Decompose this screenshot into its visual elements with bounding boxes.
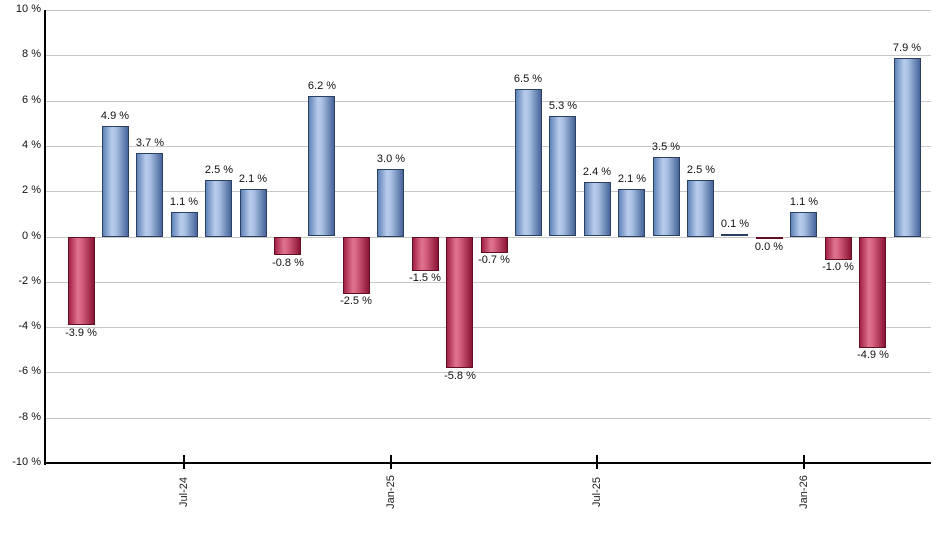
x-tick-mark (803, 455, 805, 469)
bar (894, 58, 921, 237)
bar-value-label: 1.1 % (789, 196, 819, 208)
y-tick-label: 6 % (22, 94, 41, 106)
y-axis-line (44, 10, 46, 465)
x-tick-label: Jan-26 (798, 475, 810, 509)
bar (171, 212, 198, 237)
bar-value-label: 3.0 % (376, 153, 406, 165)
x-tick-label: Jan-25 (385, 475, 397, 509)
bar (653, 157, 680, 236)
bar (412, 237, 439, 271)
bar (68, 237, 95, 325)
bar (618, 189, 645, 237)
y-tick-label: -10 % (12, 456, 41, 468)
x-tick-label: Jul-25 (591, 477, 603, 507)
bar-value-label: 2.1 % (617, 173, 647, 185)
bar-value-label: -4.9 % (857, 349, 889, 361)
gridline (46, 55, 931, 56)
gridline (46, 282, 931, 283)
bar-value-label: -3.9 % (65, 327, 97, 339)
bar-value-label: 0.0 % (754, 241, 784, 253)
bar (240, 189, 267, 237)
gridline (46, 372, 931, 373)
y-tick-label: -8 % (18, 411, 41, 423)
bar-value-label: -5.8 % (444, 370, 476, 382)
gridline (46, 418, 931, 419)
bar (481, 237, 508, 253)
y-tick-label: 0 % (22, 230, 41, 242)
gridline (46, 327, 931, 328)
gridline (46, 191, 931, 192)
x-tick-label: Jul-24 (178, 477, 190, 507)
bar-value-label: 3.7 % (135, 137, 165, 149)
bar (343, 237, 370, 294)
bar-value-label: -1.0 % (822, 261, 854, 273)
bar (102, 126, 129, 237)
y-tick-label: 2 % (22, 184, 41, 196)
bar (274, 237, 301, 255)
bar-value-label: 6.2 % (307, 80, 337, 92)
x-tick-mark (183, 455, 185, 469)
y-tick-label: -2 % (18, 275, 41, 287)
bar-value-label: 2.5 % (204, 164, 234, 176)
bar-value-label: -2.5 % (340, 295, 372, 307)
bar (308, 96, 335, 236)
y-tick-label: -6 % (18, 365, 41, 377)
bar-value-label: 0.1 % (720, 218, 750, 230)
y-tick-label: 8 % (22, 48, 41, 60)
bar-value-label: 6.5 % (513, 73, 543, 85)
bar-value-label: 2.1 % (238, 173, 268, 185)
bar-value-label: -0.7 % (478, 254, 510, 266)
bar (721, 234, 748, 236)
bar (825, 237, 852, 260)
x-tick-mark (390, 455, 392, 469)
bar-value-label: 7.9 % (892, 42, 922, 54)
bar (205, 180, 232, 237)
bar (756, 237, 783, 239)
gridline (46, 10, 931, 11)
bar-value-label: 3.5 % (651, 141, 681, 153)
bar (790, 212, 817, 237)
bar-value-label: 4.9 % (100, 110, 130, 122)
gridline (46, 146, 931, 147)
y-tick-label: 4 % (22, 139, 41, 151)
bar (687, 180, 714, 237)
y-tick-label: 10 % (15, 3, 41, 15)
bar-value-label: 1.1 % (169, 196, 199, 208)
bar (859, 237, 886, 348)
bar (549, 116, 576, 236)
y-tick-label: -4 % (18, 320, 41, 332)
x-tick-mark (596, 455, 598, 469)
bar-value-label: 2.4 % (582, 166, 612, 178)
bar (446, 237, 473, 368)
bar-value-label: -0.8 % (272, 257, 304, 269)
x-axis-line (44, 462, 931, 464)
bar-value-label: -1.5 % (409, 272, 441, 284)
bar (515, 89, 542, 236)
bar (377, 169, 404, 237)
bar-value-label: 5.3 % (548, 100, 578, 112)
bar-value-label: 2.5 % (686, 164, 716, 176)
bar (136, 153, 163, 237)
bar (584, 182, 611, 236)
gridline (46, 101, 931, 102)
